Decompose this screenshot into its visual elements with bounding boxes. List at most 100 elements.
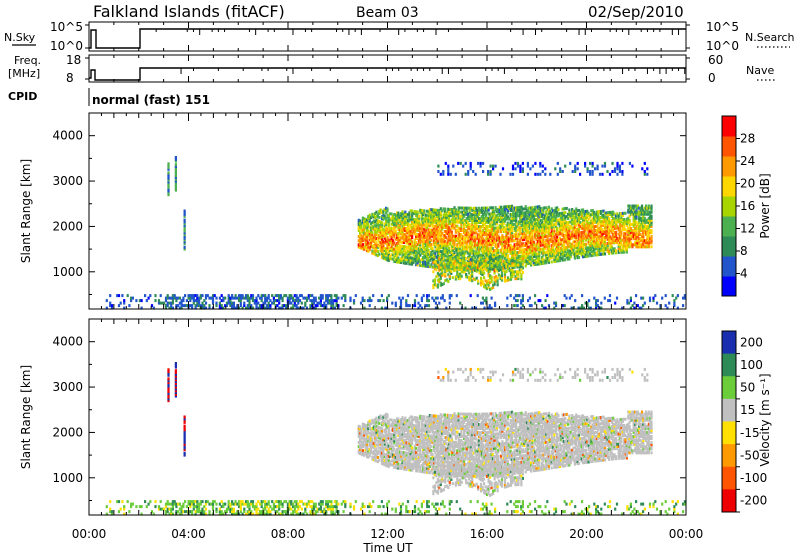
power-cell bbox=[509, 215, 512, 219]
power-cell bbox=[424, 232, 427, 235]
power-cell bbox=[645, 239, 648, 243]
power-cell bbox=[605, 235, 608, 239]
power-cell bbox=[438, 215, 441, 219]
power-cell bbox=[171, 299, 174, 303]
power-cell bbox=[413, 244, 416, 248]
power-cell bbox=[496, 283, 499, 287]
power-cell bbox=[196, 296, 199, 300]
power-cell bbox=[519, 212, 522, 215]
power-cell bbox=[359, 237, 362, 241]
power-cell bbox=[446, 226, 449, 230]
power-cell bbox=[601, 222, 604, 226]
power-cell bbox=[490, 224, 493, 228]
power-cell bbox=[614, 249, 618, 253]
power-cell bbox=[253, 301, 256, 305]
power-cell bbox=[411, 240, 414, 244]
power-cell bbox=[517, 246, 520, 250]
power-cell bbox=[368, 246, 371, 250]
power-cell bbox=[473, 210, 477, 214]
power-cell bbox=[380, 253, 384, 257]
power-cell bbox=[394, 252, 397, 255]
power-cell bbox=[532, 208, 535, 212]
power-cell bbox=[502, 228, 505, 231]
power-cell bbox=[531, 247, 534, 251]
power-cell bbox=[398, 215, 401, 219]
power-cell bbox=[393, 241, 396, 245]
power-cell bbox=[623, 236, 626, 240]
power-cell bbox=[424, 223, 427, 227]
power-cell bbox=[367, 221, 370, 225]
power-cell bbox=[457, 256, 460, 260]
power-cell bbox=[409, 248, 412, 252]
power-cell bbox=[482, 161, 485, 165]
power-cell bbox=[400, 250, 403, 254]
power-cell bbox=[535, 205, 538, 209]
power-cell bbox=[614, 241, 618, 244]
power-cell bbox=[465, 243, 468, 247]
power-cell bbox=[454, 224, 457, 228]
power-cell bbox=[439, 211, 442, 215]
power-cell bbox=[632, 243, 635, 247]
power-cell bbox=[432, 270, 435, 274]
power-cell bbox=[596, 164, 599, 168]
power-cell bbox=[469, 247, 472, 251]
power-cell bbox=[474, 278, 477, 282]
power-cell bbox=[220, 299, 223, 303]
power-cell bbox=[222, 299, 225, 303]
power-cell bbox=[505, 235, 508, 239]
power-cell bbox=[567, 255, 570, 259]
power-cell bbox=[469, 262, 472, 266]
power-cell bbox=[401, 228, 404, 232]
power-cell bbox=[475, 251, 478, 255]
power-cell bbox=[549, 240, 552, 244]
power-cell bbox=[613, 247, 616, 251]
power-cell bbox=[587, 232, 590, 235]
cpid-value: normal (fast) 151 bbox=[92, 93, 210, 107]
power-cell bbox=[603, 244, 607, 248]
power-cell bbox=[579, 225, 582, 229]
power-cell bbox=[477, 261, 480, 265]
noise-panel: N.Sky 10^5 10^0 10^5 10^0 N.Search bbox=[4, 20, 795, 53]
power-cell bbox=[508, 247, 511, 251]
power-cell bbox=[500, 276, 504, 280]
power-cell bbox=[569, 249, 572, 253]
power-cell bbox=[109, 294, 112, 298]
power-cell bbox=[594, 247, 597, 251]
power-cell bbox=[380, 217, 384, 221]
power-cell bbox=[365, 243, 369, 246]
power-cell bbox=[404, 218, 407, 222]
power-cell bbox=[469, 269, 472, 273]
power-cell bbox=[443, 230, 446, 233]
power-cell bbox=[450, 269, 453, 273]
power-cell bbox=[597, 218, 600, 222]
power-cell bbox=[639, 229, 642, 232]
power-cell bbox=[635, 231, 638, 235]
power-cell bbox=[430, 216, 433, 220]
power-cell bbox=[525, 219, 529, 223]
power-cell bbox=[437, 249, 440, 253]
power-cell bbox=[416, 232, 419, 236]
power-cell bbox=[423, 262, 426, 266]
power-cell bbox=[594, 225, 597, 228]
power-cell bbox=[229, 299, 232, 303]
power-cell bbox=[520, 261, 523, 265]
power-cell bbox=[643, 216, 646, 220]
power-cell bbox=[556, 230, 559, 234]
power-cell bbox=[408, 213, 411, 217]
power-cell bbox=[378, 240, 381, 244]
power-cell bbox=[411, 260, 414, 264]
power-cell bbox=[419, 259, 422, 263]
power-cell bbox=[371, 245, 374, 249]
power-cell bbox=[408, 231, 411, 235]
power-cell bbox=[646, 229, 649, 232]
power-cell bbox=[543, 206, 546, 210]
power-cell bbox=[423, 237, 426, 241]
power-cell bbox=[525, 223, 529, 227]
power-cell bbox=[110, 304, 114, 308]
power-cell bbox=[571, 208, 574, 211]
power-cell bbox=[573, 209, 576, 213]
power-cell bbox=[486, 269, 489, 272]
power-cell bbox=[163, 301, 166, 305]
power-cell bbox=[542, 225, 545, 228]
power-cell bbox=[509, 213, 512, 216]
